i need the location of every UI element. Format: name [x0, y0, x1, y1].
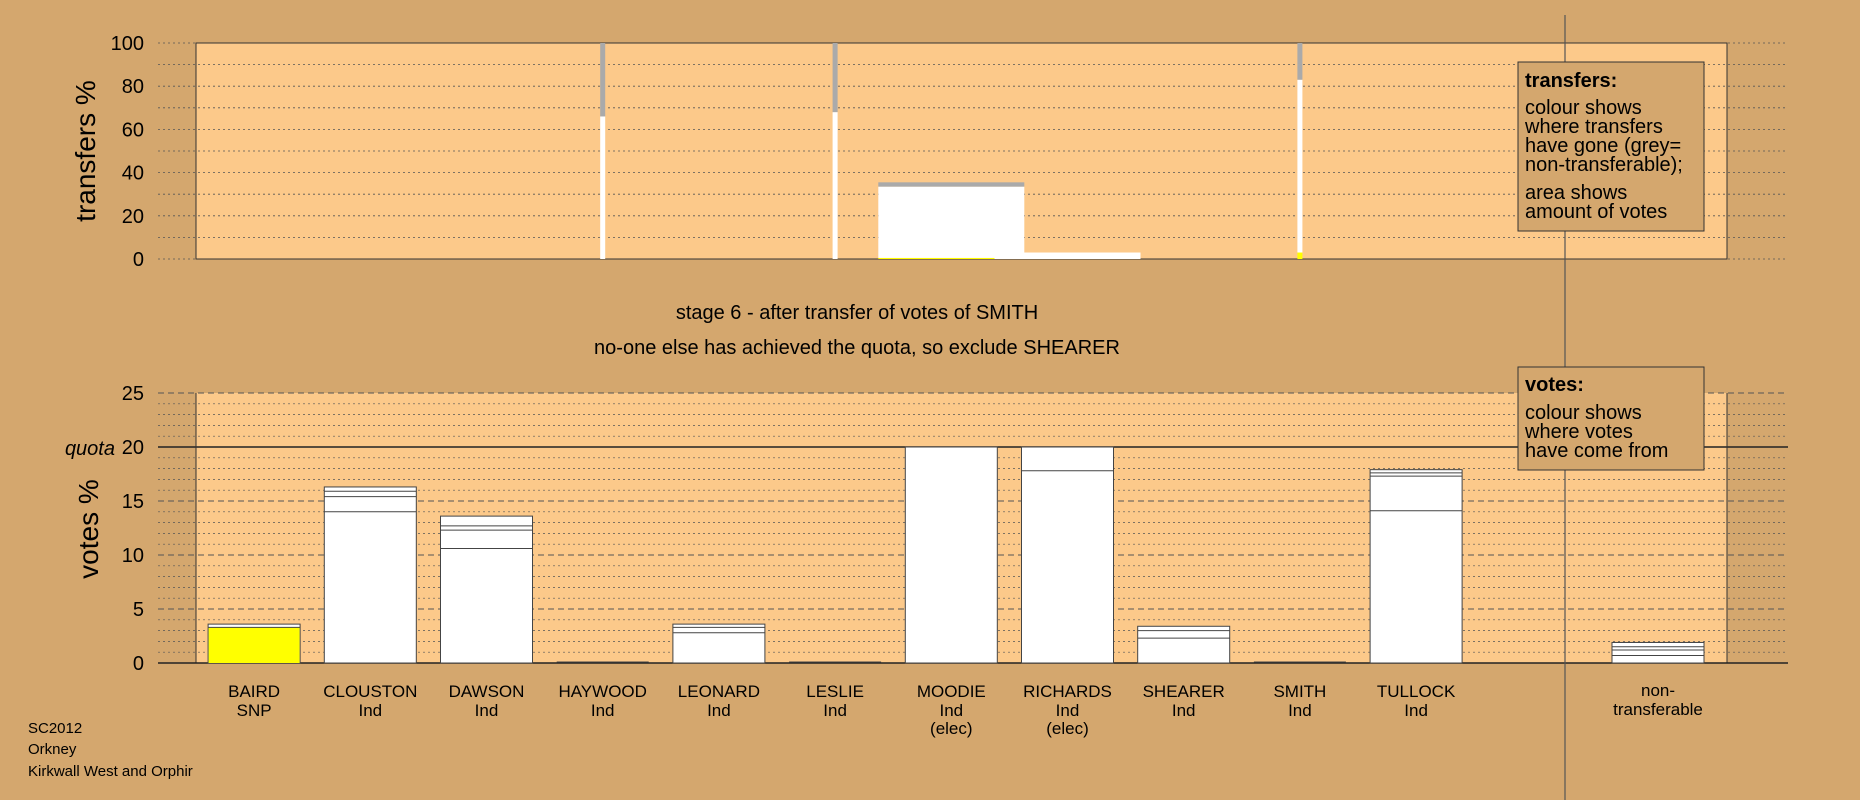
votes-y-tick-label: 5: [133, 599, 144, 621]
candidate-name-clouston: CLOUSTON: [323, 682, 417, 701]
vote-bar-leonard: [672, 623, 766, 664]
footer-election: SC2012: [28, 720, 82, 737]
votes-y-tick-label: 10: [122, 545, 144, 567]
transfer-bar-smith: [1297, 79, 1303, 253]
candidate-name-baird: BAIRD: [228, 682, 280, 701]
transfer-bar-leslie: [832, 112, 838, 260]
transfer-bar-nontransferable-moodie: [878, 182, 1025, 187]
votes-legend: votes: colour shows where votes have com…: [1517, 366, 1705, 471]
candidate-elected-richards: (elec): [1046, 719, 1089, 738]
nontransferable-label: non-: [1641, 681, 1675, 700]
candidate-name-leonard: LEONARD: [678, 682, 760, 701]
vote-bar-nontransferable: [1611, 641, 1705, 664]
transfers-y-tick-label: 0: [133, 249, 144, 271]
votes-y-tick-label: 15: [122, 491, 144, 513]
votes-y-tick-label: 25: [122, 383, 144, 405]
vote-bar-richards: [1021, 446, 1114, 664]
transfers-y-tick-label: 60: [122, 119, 144, 141]
candidate-name-shearer: SHEARER: [1143, 682, 1225, 701]
candidate-party-clouston: Ind: [358, 701, 382, 720]
candidate-name-richards: RICHARDS: [1023, 682, 1112, 701]
candidate-party-moodie: Ind: [939, 701, 963, 720]
candidate-party-leslie: Ind: [823, 701, 847, 720]
candidate-name-smith: SMITH: [1273, 682, 1326, 701]
candidate-party-smith: Ind: [1288, 701, 1312, 720]
transfers-y-tick-label: 80: [122, 76, 144, 98]
candidate-party-tullock: Ind: [1404, 701, 1428, 720]
transfers-y-tick-label: 100: [111, 33, 144, 55]
transfer-bar-richards: [994, 252, 1141, 259]
candidate-elected-moodie: (elec): [930, 719, 973, 738]
transfers-legend-line: amount of votes: [1525, 201, 1667, 223]
vote-bar-dawson: [440, 515, 533, 664]
candidate-party-baird: SNP: [237, 701, 272, 720]
transfers-legend-line: non-transferable);: [1525, 154, 1683, 176]
votes-legend-title: votes:: [1525, 374, 1584, 396]
vote-bar-clouston: [323, 486, 417, 664]
footer-ward: Kirkwall West and Orphir: [28, 763, 193, 780]
transfers-panel: 0 20 40 60 80 100 transfers %: [70, 33, 1788, 271]
candidate-party-richards: Ind: [1056, 701, 1080, 720]
vote-bar-tullock: [1369, 469, 1463, 664]
vote-bar-snp-segment-baird: [208, 627, 300, 663]
transfers-legend-line: colour shows: [1525, 97, 1642, 119]
vote-bar-moodie: [904, 446, 998, 664]
candidate-party-leonard: Ind: [707, 701, 731, 720]
nontransferable-label: transferable: [1613, 700, 1703, 719]
candidate-party-haywood: Ind: [591, 701, 615, 720]
transfers-y-tick-label: 40: [122, 163, 144, 185]
candidate-name-moodie: MOODIE: [917, 682, 986, 701]
transfer-bar-moodie: [878, 186, 1025, 258]
transfers-legend-line: area shows: [1525, 182, 1627, 204]
votes-legend-line: have come from: [1525, 440, 1668, 462]
votes-legend-line: colour shows: [1525, 402, 1642, 424]
transfer-bar-nontransferable-leslie: [832, 43, 838, 113]
transfer-bar-haywood: [600, 116, 606, 259]
transfers-y-axis-label: transfers %: [70, 80, 101, 222]
transfers-legend: transfers: colour shows where transfers …: [1517, 61, 1705, 232]
transfers-y-tick-label: 20: [122, 206, 144, 228]
candidate-name-dawson: DAWSON: [449, 682, 525, 701]
votes-y-axis-label: votes %: [73, 479, 104, 579]
transfer-bar-nontransferable-haywood: [600, 43, 606, 117]
transfers-legend-line: have gone (grey=: [1525, 135, 1681, 157]
votes-y-tick-label: 20: [122, 437, 144, 459]
candidate-name-tullock: TULLOCK: [1377, 682, 1456, 701]
quota-label: quota: [65, 438, 115, 460]
votes-y-tick-label: 0: [133, 653, 144, 675]
transfer-bar-nontransferable-smith: [1297, 43, 1303, 80]
footer-council: Orkney: [28, 741, 77, 758]
transfer-bar-snp-smith: [1297, 252, 1303, 259]
candidate-name-leslie: LESLIE: [806, 682, 864, 701]
vote-bar-shearer: [1137, 625, 1231, 664]
candidate-name-haywood: HAYWOOD: [558, 682, 646, 701]
stage-line-1: stage 6 - after transfer of votes of SMI…: [676, 302, 1038, 324]
transfer-bar-snp-moodie: [878, 257, 1025, 259]
transfers-legend-title: transfers:: [1525, 70, 1617, 92]
stage-line-2: no-one else has achieved the quota, so e…: [594, 337, 1120, 359]
candidate-party-dawson: Ind: [475, 701, 499, 720]
transfers-legend-line: where transfers: [1524, 116, 1663, 138]
votes-legend-line: where votes: [1524, 421, 1633, 443]
candidate-party-shearer: Ind: [1172, 701, 1196, 720]
